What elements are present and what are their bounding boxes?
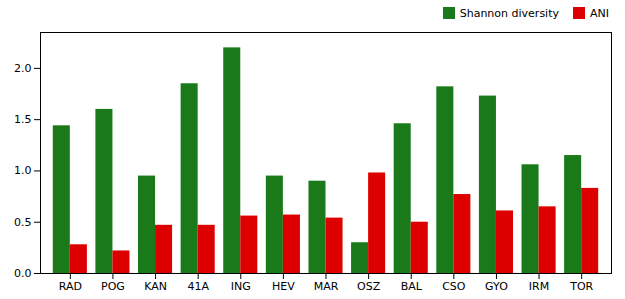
html-text:ANI: ANI — [590, 6, 609, 20]
html-text:Shannon diversity: Shannon diversity — [459, 6, 559, 20]
svg-text:ING: ING — [231, 280, 251, 293]
svg-text:TOR: TOR — [569, 280, 593, 293]
svg-text:KAN: KAN — [144, 280, 167, 293]
svg-text:IRM: IRM — [529, 280, 549, 293]
svg-text:CSO: CSO — [442, 280, 466, 293]
svg-text:HEV: HEV — [272, 280, 295, 293]
svg-text:1.0: 1.0 — [14, 164, 32, 177]
svg-text:POG: POG — [101, 280, 125, 293]
svg-text:BAL: BAL — [401, 280, 423, 293]
svg-text:MAR: MAR — [314, 280, 339, 293]
svg-text:OSZ: OSZ — [357, 280, 381, 293]
svg-text:1.5: 1.5 — [14, 113, 32, 126]
svg-text:RAD: RAD — [59, 280, 82, 293]
svg-text:41A: 41A — [187, 280, 209, 293]
svg-text:2.0: 2.0 — [14, 62, 32, 75]
svg-text:0.5: 0.5 — [14, 216, 32, 229]
svg-text:GYO: GYO — [485, 280, 508, 293]
svg-text:0.0: 0.0 — [14, 267, 32, 280]
